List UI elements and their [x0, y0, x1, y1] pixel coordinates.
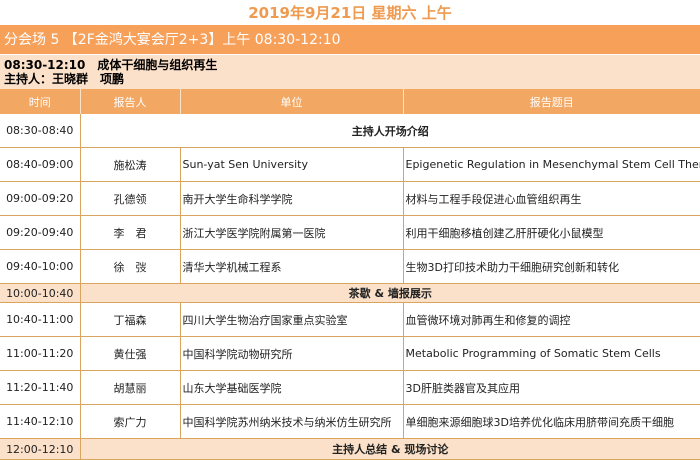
table-row: 09:00-09:20 孔德领 南开大学生命科学学院 材料与工程手段促进心血管组织再生 — [0, 181, 700, 216]
table-row: 11:20-11:40 胡慧丽 山东大学基础医学院 3D肝脏类器官及其应用 — [0, 370, 700, 405]
table-row: 11:40-12:10 索广力 中国科学院苏州纳米技术与纳米仿生研究所 单细胞来源细胞… — [0, 404, 700, 439]
table-row: 10:40-11:00 丁福森 四川大学生物治疗国家重点实验室 血管微环境对肺再生和修… — [0, 302, 700, 337]
speaker-cell: 丁福森 — [79, 302, 180, 337]
unit-cell: 南开大学生命科学学院 — [179, 181, 403, 216]
speaker-cell: 黄仕强 — [79, 336, 180, 371]
table-row: 09:20-09:40 李 君浙江大学医学院附属第一医院 利用干细胞移植创建乙肝肝硬… — [0, 215, 700, 250]
speaker-cell: 孔德领 — [79, 181, 180, 216]
topic-cell: Epigenetic Regulation in Mesenchymal Ste… — [402, 147, 700, 182]
page-title: 2019年9月21日 星期六 上午 — [248, 4, 452, 22]
topic-cell: 材料与工程手段促进心血管组织再生 — [402, 181, 700, 216]
unit-cell: 中国科学院苏州纳米技术与纳米仿生研究所 — [179, 404, 403, 439]
time-cell: 10:40-11:00 — [0, 302, 80, 337]
speaker-cell: 徐 弢 — [79, 249, 180, 284]
header-topic: 报告题目 — [402, 89, 700, 114]
time-cell: 09:40-10:00 — [0, 249, 80, 284]
speaker-cell: 索广力 — [79, 404, 180, 439]
table-row: 12:00-12:10 主持人总结 & 现场讨论 — [0, 438, 700, 460]
time-cell: 09:00-09:20 — [0, 181, 80, 216]
time-cell: 11:40-12:10 — [0, 404, 80, 439]
topic-cell: 血管微环境对肺再生和修复的调控 — [402, 302, 700, 337]
topic-cell: 利用干细胞移植创建乙肝肝硬化小鼠模型 — [402, 215, 700, 250]
speaker-cell: 李 君 — [79, 215, 180, 250]
time-cell: 08:40-09:00 — [0, 147, 80, 182]
time-cell: 11:20-11:40 — [0, 370, 80, 405]
merged-cell: 茶歇 & 墙报展示 — [79, 283, 700, 303]
table-row: 08:30-08:40 主持人开场介绍 — [0, 114, 700, 148]
session-header: 分会场 5 【2F金鸿大宴会厅2+3】上午 08:30-12:10 — [0, 24, 700, 54]
unit-cell: 浙江大学医学院附属第一医院 — [179, 215, 403, 250]
time-cell: 09:20-09:40 — [0, 215, 80, 250]
schedule-table: 时间 报告人 单位 报告题目 08:30-08:40 主持人开场介绍 08:40-0… — [0, 89, 700, 460]
topic-cell: Metabolic Programming of Somatic Stem Ce… — [402, 336, 700, 371]
merged-cell: 主持人开场介绍 — [79, 114, 700, 148]
speaker-cell: 施松涛 — [79, 147, 180, 182]
table-row: 10:00-10:40 茶歇 & 墙报展示 — [0, 283, 700, 303]
time-cell: 12:00-12:10 — [0, 438, 80, 460]
unit-cell: 四川大学生物治疗国家重点实验室 — [179, 302, 403, 337]
unit-cell: Sun-yat Sen University — [179, 147, 403, 182]
time-cell: 11:00-11:20 — [0, 336, 80, 371]
topic-cell: 3D肝脏类器官及其应用 — [402, 370, 700, 405]
table-row: 08:40-09:00 施松涛 Sun-yat Sen University Epig… — [0, 147, 700, 182]
merged-cell: 主持人总结 & 现场讨论 — [79, 438, 700, 460]
session-info: 08:30-12:10 成体干细胞与组织再生 主持人：王晓群 项鹏 — [0, 54, 700, 89]
session-topic: 08:30-12:10 成体干细胞与组织再生 — [4, 58, 218, 72]
topic-cell: 生物3D打印技术助力干细胞研究创新和转化 — [402, 249, 700, 284]
time-cell: 10:00-10:40 — [0, 283, 80, 303]
table-row: 11:00-11:20 黄仕强 中国科学院动物研究所 Metabolic Progra… — [0, 336, 700, 371]
unit-cell: 中国科学院动物研究所 — [179, 336, 403, 371]
table-header: 时间 报告人 单位 报告题目 — [0, 89, 700, 114]
session-hosts: 主持人：王晓群 项鹏 — [4, 72, 125, 86]
header-speaker: 报告人 — [79, 89, 180, 114]
header-time: 时间 — [0, 89, 80, 114]
unit-cell: 清华大学机械工程系 — [179, 249, 403, 284]
table-row: 09:40-10:00 徐 弢清华大学机械工程系 生物3D打印技术助力干细胞研究创新… — [0, 249, 700, 284]
header-unit: 单位 — [179, 89, 403, 114]
speaker-cell: 胡慧丽 — [79, 370, 180, 405]
unit-cell: 山东大学基础医学院 — [179, 370, 403, 405]
topic-cell: 单细胞来源细胞球3D培养优化临床用脐带间充质干细胞 — [402, 404, 700, 439]
time-cell: 08:30-08:40 — [0, 114, 80, 148]
